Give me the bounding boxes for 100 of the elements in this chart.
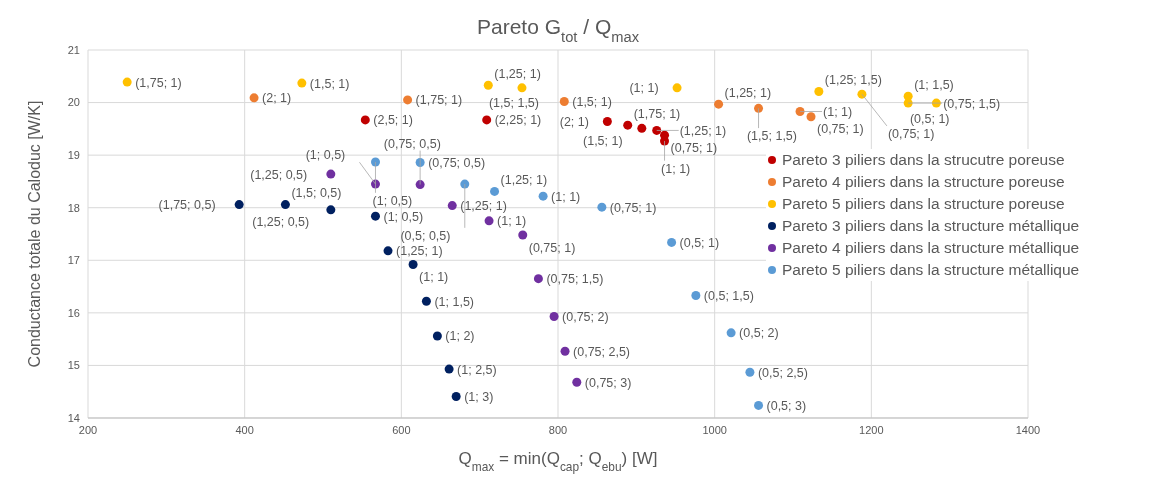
data-label: (2,5; 1) — [373, 113, 413, 128]
data-label: (1; 2,5) — [457, 362, 497, 377]
data-label: (0,75; 3) — [584, 375, 632, 390]
point — [814, 87, 824, 97]
data-label: (1,75; 1) — [633, 106, 681, 121]
data-label: (0,75; 2) — [562, 310, 609, 325]
point — [432, 331, 442, 341]
data-label: (1; 1) — [497, 214, 527, 229]
point — [370, 211, 380, 221]
point — [754, 400, 764, 410]
point — [637, 123, 647, 133]
data-label: (1,25; 1) — [494, 66, 541, 81]
data-label: (1,5; 0,5) — [291, 186, 342, 201]
y-axis-title: Conductance totale du Caloduc [W/K] — [26, 100, 43, 368]
point — [482, 115, 492, 125]
point — [122, 77, 132, 87]
point — [403, 95, 413, 105]
y-tick-label: 20 — [67, 96, 80, 109]
point — [518, 230, 528, 240]
chart-title: Pareto G$_{tot}$ / Q$_{max}$ — [477, 15, 640, 45]
data-label: (1; 0,5) — [383, 209, 424, 224]
point — [451, 391, 461, 401]
data-label: (0,5; 1) — [909, 111, 950, 126]
point — [326, 169, 336, 179]
point — [484, 216, 494, 226]
data-label: (1,5; 1,5) — [488, 96, 539, 111]
legend-label: Pareto 5 piliers dans la structure métallique — [782, 261, 1080, 280]
point — [806, 112, 816, 122]
x-tick-label: 1000 — [702, 423, 727, 436]
point — [559, 97, 569, 107]
y-tick-label: 14 — [67, 411, 80, 424]
data-label: (1; 2) — [445, 329, 475, 344]
data-label: (1,25; 0,5) — [250, 167, 308, 182]
data-label: (1,25; 1,5) — [824, 73, 882, 88]
data-label: (1; 1) — [419, 269, 449, 284]
data-label: (2; 1) — [262, 91, 292, 106]
data-label: (0,75; 2,5) — [573, 344, 631, 359]
point — [754, 103, 764, 113]
point — [408, 259, 418, 269]
data-label: (0,75; 1) — [817, 122, 864, 137]
data-label: (1,75; 1) — [415, 93, 463, 108]
data-label: (0,5; 0,5) — [400, 228, 451, 243]
data-label: (1,25; 1) — [460, 199, 507, 214]
data-label: (0,75; 1,5) — [546, 272, 604, 287]
point — [249, 93, 259, 103]
legend-label: Pareto 3 piliers dans la structure métallique — [782, 217, 1080, 236]
data-label: (1,5; 1,5) — [746, 129, 797, 144]
point — [538, 191, 548, 201]
data-label: (0,75; 0,5) — [428, 156, 486, 170]
point — [370, 157, 380, 167]
point — [234, 200, 244, 210]
data-label: (1,25; 1) — [396, 244, 443, 259]
data-label: (0,5; 2,5) — [757, 365, 808, 380]
x-axis-title: Q$_{max}$ = min(Q$_{cap}$; Q$_{ebu}$) [W] — [458, 449, 658, 474]
y-tick-label: 18 — [67, 201, 80, 214]
data-label: (1,5; 1) — [572, 95, 612, 110]
data-label: (1,25; 0,5) — [252, 215, 310, 230]
data-label: (1; 1,5) — [914, 77, 954, 92]
point — [714, 99, 724, 109]
point — [483, 80, 493, 90]
data-label: (1,25; 1) — [724, 85, 772, 100]
point — [672, 83, 682, 93]
data-label: (0,75; 1) — [887, 126, 935, 141]
x-tick-label: 600 — [392, 423, 411, 436]
point — [652, 125, 662, 135]
legend-label: Pareto 4 piliers dans la structure métallique — [782, 239, 1080, 258]
data-label: (1; 1) — [823, 105, 853, 120]
point — [549, 312, 559, 322]
point — [745, 367, 755, 377]
y-tick-label: 16 — [67, 306, 80, 319]
point — [560, 346, 570, 356]
point — [490, 186, 500, 196]
y-tick-label: 15 — [67, 359, 80, 372]
data-label: (0,75; 1,5) — [943, 96, 1001, 111]
point — [691, 291, 701, 301]
data-label: (1,5; 1) — [309, 76, 350, 91]
point — [533, 274, 543, 284]
point — [280, 200, 290, 210]
y-tick-label: 19 — [67, 149, 80, 162]
data-label: (1; 1) — [551, 189, 581, 204]
x-tick-label: 400 — [235, 423, 254, 436]
x-tick-label: 1200 — [859, 423, 884, 436]
y-tick-label: 17 — [67, 254, 80, 267]
x-tick-label: 200 — [78, 423, 98, 436]
point — [444, 364, 454, 374]
point — [602, 117, 612, 126]
x-tick-label: 1400 — [1015, 423, 1041, 436]
data-label: (2,25; 1) — [494, 113, 542, 128]
point — [326, 205, 336, 215]
point — [623, 120, 633, 130]
data-label: (1,25; 1) — [679, 123, 727, 138]
data-label: (2; 1) — [559, 115, 589, 129]
data-label: (1,25; 1) — [500, 172, 548, 187]
data-label: (0,75; 1) — [609, 200, 657, 215]
point — [667, 237, 677, 247]
legend-label: Pareto 3 piliers dans la strucutre poreuse — [782, 151, 1065, 170]
data-label: (0,5; 1) — [679, 235, 720, 250]
data-label: (0,5; 1,5) — [703, 289, 754, 304]
data-label: (1; 1) — [661, 161, 691, 176]
data-label: (1,5; 1) — [583, 133, 623, 148]
